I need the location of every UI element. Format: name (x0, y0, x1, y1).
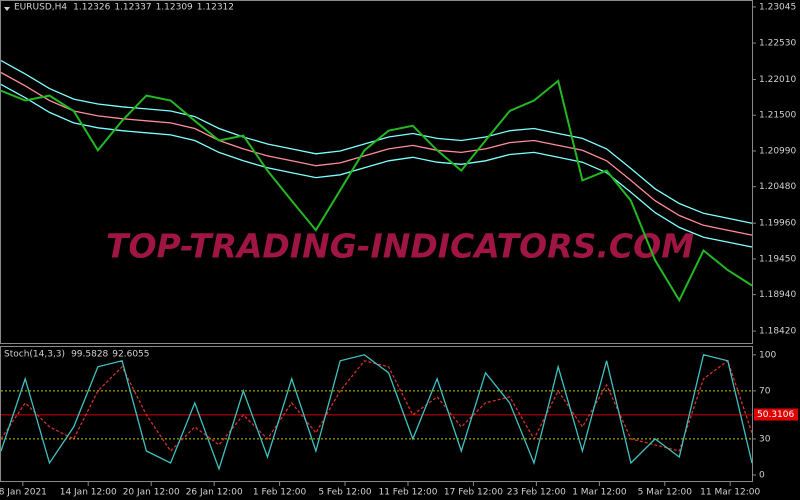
x-tick-label: 26 Jan 12:00 (186, 488, 243, 498)
y-tick-label: 0 (759, 470, 765, 480)
y-tick-label: 100 (759, 350, 776, 360)
header-value: 92.6055 (112, 350, 149, 360)
x-tick-label: 23 Feb 12:00 (507, 488, 566, 498)
x-tick-label: 14 Jan 12:00 (60, 488, 117, 498)
x-tick-label: 5 Mar 12:00 (638, 488, 693, 498)
header-value: 1.12326 (73, 3, 110, 13)
series-line (0, 79, 753, 303)
series-line (0, 83, 753, 248)
header-value: 1.12312 (197, 3, 234, 13)
y-tick-label: 1.20480 (759, 182, 796, 192)
y-tick-label: 1.19960 (759, 219, 796, 229)
y-tick-label: 1.18420 (759, 327, 796, 337)
series-line (0, 354, 753, 472)
x-tick-label: 17 Feb 12:00 (444, 488, 503, 498)
y-tick-label: 1.23045 (759, 2, 796, 12)
x-tick-label: 1 Feb 12:00 (253, 488, 307, 498)
y-tick-label: 1.18940 (759, 290, 796, 300)
indicator-title: Stoch(14,3,3) (4, 350, 65, 360)
series-line (0, 71, 753, 236)
stoch-frame (0, 346, 753, 482)
x-tick-label: 8 Jan 2021 (0, 488, 47, 498)
menu-arrow[interactable] (4, 7, 10, 11)
x-tick-label: 11 Feb 12:00 (378, 488, 437, 498)
y-tick-label: 1.22530 (759, 39, 796, 49)
y-tick-label: 1.21500 (759, 111, 796, 121)
y-tick-label: 30 (759, 434, 771, 444)
header-value: 1.12309 (156, 3, 193, 13)
header-value: 99.5828 (71, 350, 108, 360)
x-tick-label: 20 Jan 12:00 (123, 488, 180, 498)
y-tick-label: 70 (759, 386, 771, 396)
value-marker (754, 408, 798, 421)
watermark: TOP-TRADING-INDICATORS.COM (106, 227, 694, 266)
x-tick-label: 5 Feb 12:00 (318, 488, 372, 498)
x-tick-label: 1 Mar 12:00 (572, 488, 627, 498)
y-tick-label: 1.22010 (759, 75, 796, 85)
indicator-title: EURUSD,H4 (14, 3, 67, 13)
value-marker-label: 50.3106 (757, 410, 794, 420)
x-tick-label: 11 Mar 12:00 (700, 488, 760, 498)
main-frame (0, 0, 753, 344)
y-tick-label: 1.19450 (759, 254, 796, 264)
y-tick-label: 1.20990 (759, 146, 796, 156)
header-value: 1.12337 (114, 3, 151, 13)
